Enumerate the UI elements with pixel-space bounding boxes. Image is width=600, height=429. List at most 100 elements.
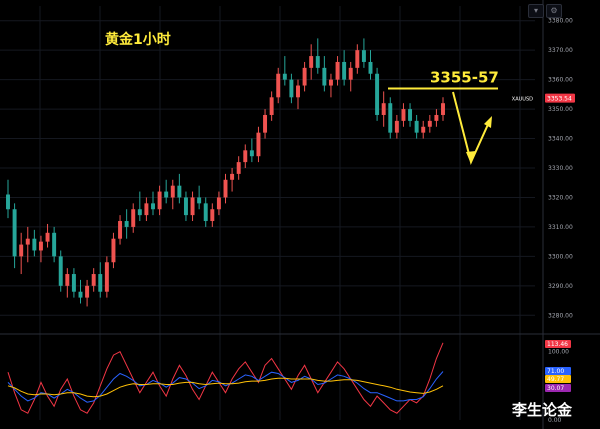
target-label: 3355-57	[430, 68, 499, 86]
candle-body	[85, 285, 90, 298]
candle-body	[309, 56, 314, 68]
candle-body	[394, 120, 399, 133]
candle-body	[137, 209, 142, 216]
candle-body	[170, 185, 175, 198]
candle-body	[375, 73, 380, 115]
price-axis-label: 3360.00	[548, 77, 573, 84]
candle-body	[197, 197, 202, 204]
candle-body	[355, 50, 360, 68]
last-price-tag	[545, 93, 575, 103]
candle-body	[276, 73, 281, 98]
candle-body	[131, 209, 136, 227]
candle-body	[368, 61, 373, 74]
chart-title: 黄金1小时	[105, 31, 171, 48]
symbol-label: XAUUSD	[512, 97, 533, 103]
oscillator-value: 49.77	[547, 376, 564, 383]
candle-body	[322, 67, 327, 86]
candle-body	[427, 120, 432, 127]
candle-body	[177, 185, 182, 198]
oscillator-value-tag	[545, 367, 571, 375]
price-axis-label: 3290.00	[548, 283, 573, 290]
candle-body	[269, 97, 274, 115]
candle-body	[302, 67, 307, 86]
candle-body	[19, 244, 24, 257]
candle-body	[401, 109, 406, 121]
candle-body	[190, 197, 195, 216]
candle-body	[408, 109, 413, 121]
candle-body	[118, 221, 123, 239]
price-axis-label: 3350.00	[548, 106, 573, 113]
oscillator-value: 30.07	[547, 385, 564, 392]
candle-body	[381, 103, 386, 115]
candle-body	[289, 79, 294, 98]
candle-body	[157, 191, 162, 210]
candle-body	[216, 197, 221, 210]
oscillator-value-tag	[545, 384, 571, 392]
candle-body	[65, 274, 70, 286]
candle-body	[434, 114, 439, 121]
candle-body	[91, 274, 96, 286]
candle-body	[230, 173, 235, 180]
candle-body	[45, 232, 50, 242]
oscillator-value-tag	[545, 340, 571, 348]
oscillator-value: 71.00	[547, 368, 564, 375]
last-price-value: 3353.54	[547, 96, 572, 103]
candle-body	[223, 179, 228, 198]
oscillator-axis-label: 100.00	[548, 349, 569, 356]
candle-body	[183, 197, 188, 216]
oscillator-axis-label: 0.00	[548, 417, 562, 424]
price-axis-label: 3280.00	[548, 312, 573, 319]
candle-body	[243, 150, 248, 163]
oscillator-series-line	[7, 377, 444, 398]
candle-body	[104, 262, 109, 292]
candle-body	[256, 132, 261, 157]
candle-body	[414, 120, 419, 133]
oscillator-value-tag	[545, 375, 571, 383]
settings-icon[interactable]: ⚙	[546, 4, 562, 18]
candle-body	[151, 203, 155, 210]
price-axis-label: 3380.00	[548, 18, 573, 25]
candle-body	[58, 256, 63, 286]
watermark: 李生论金	[511, 401, 573, 419]
oscillator-value: 113.46	[547, 341, 568, 348]
candle-body	[342, 61, 347, 80]
candle-body	[71, 274, 76, 292]
candle-body	[249, 150, 254, 157]
arrow-up-icon	[484, 116, 492, 128]
candle-body	[25, 238, 30, 245]
candle-body	[164, 191, 169, 198]
price-axis-label: 3370.00	[548, 47, 573, 54]
candle-body	[296, 85, 300, 98]
candle-body	[52, 232, 57, 257]
candle-body	[441, 103, 445, 115]
candle-body	[236, 162, 241, 174]
expand-icon[interactable]: ▾	[528, 4, 544, 18]
candle-body	[388, 103, 393, 133]
price-axis-label: 3300.00	[548, 253, 573, 260]
candle-body	[6, 194, 10, 210]
price-axis-label: 3330.00	[548, 165, 573, 172]
candle-body	[263, 114, 268, 133]
price-axis-label: 3340.00	[548, 136, 573, 143]
candle-body	[335, 61, 340, 80]
oscillator-series-line	[7, 371, 444, 403]
arrow-down-icon	[466, 151, 476, 164]
candle-body	[32, 238, 37, 251]
candle-body	[348, 67, 353, 80]
candle-body	[282, 73, 287, 80]
oscillator-series-line	[7, 342, 444, 414]
candle-body	[98, 274, 103, 292]
candle-body	[421, 126, 426, 133]
candle-body	[38, 241, 43, 251]
candle-body	[328, 79, 333, 86]
candle-body	[78, 291, 83, 298]
price-axis-label: 3320.00	[548, 194, 573, 201]
candle-body	[144, 203, 149, 216]
candle-body	[203, 203, 208, 222]
price-axis-label: 3310.00	[548, 224, 573, 231]
candle-body	[111, 238, 116, 263]
candle-body	[315, 56, 320, 68]
candle-body	[12, 209, 17, 257]
